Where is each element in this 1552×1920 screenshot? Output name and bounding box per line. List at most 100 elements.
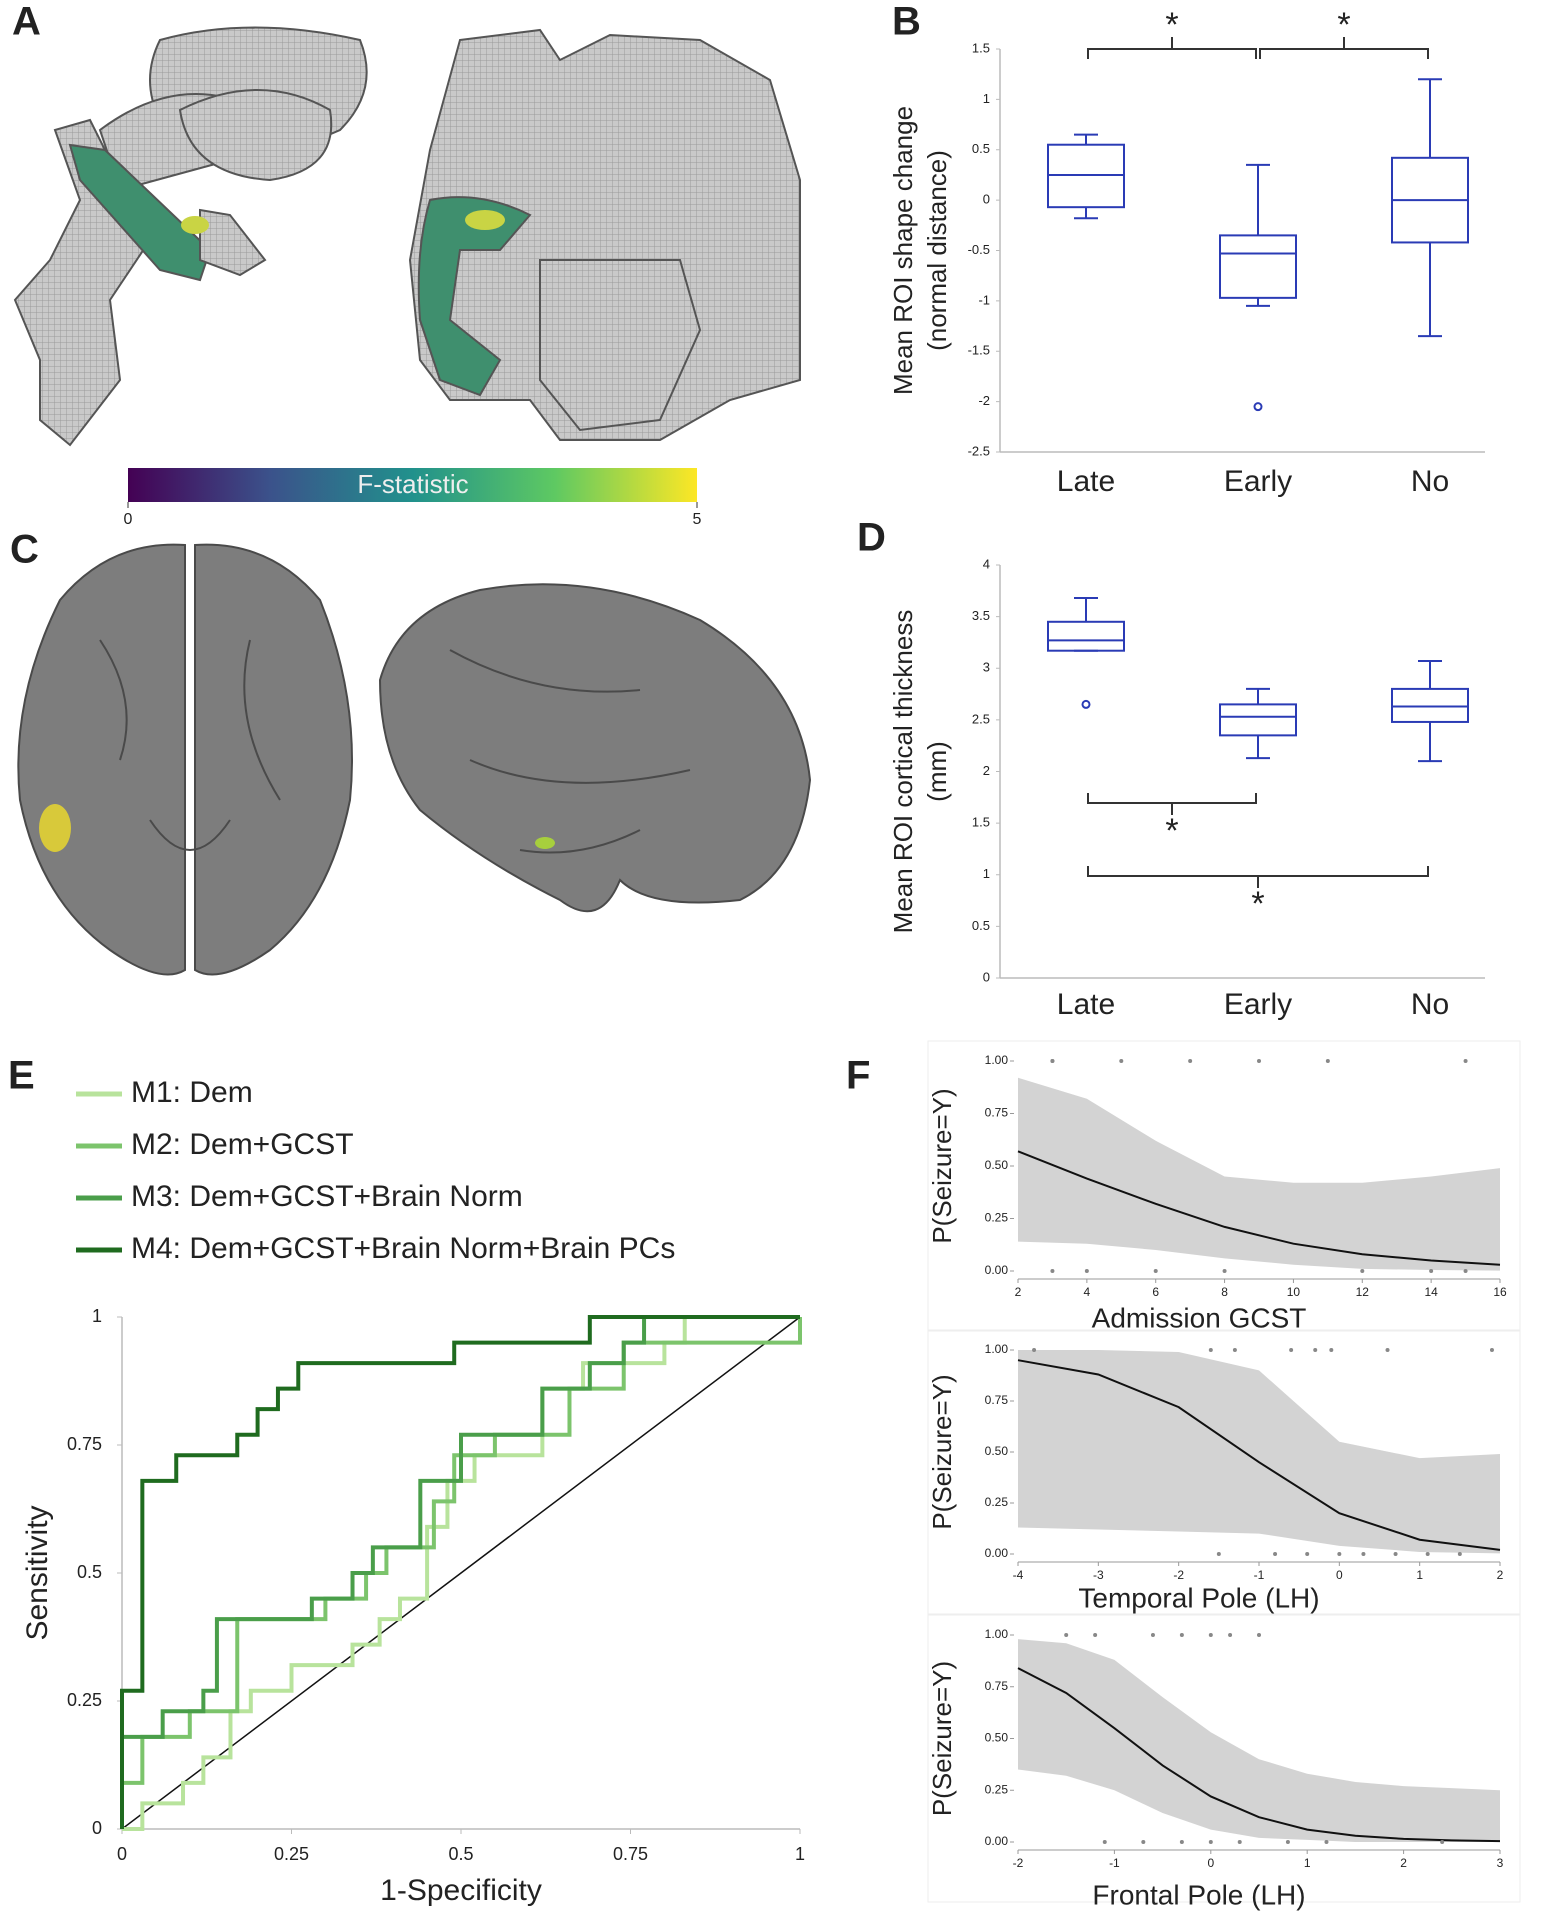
y-tick-label: 0.75 xyxy=(985,1106,1009,1120)
panel-letter: C xyxy=(10,528,39,572)
y-tick-label: 1 xyxy=(92,1306,102,1326)
x-tick-label: 3 xyxy=(1497,1856,1504,1870)
y-tick-label: 1.5 xyxy=(972,815,990,830)
fit-curve xyxy=(1017,1359,1501,1551)
y-tick-label: 0.25 xyxy=(985,1495,1009,1509)
significance-label: * xyxy=(1165,6,1178,44)
x-tick-label: 6 xyxy=(1152,1285,1159,1299)
x-tick-label: 0 xyxy=(117,1844,127,1864)
x-tick-label: 2 xyxy=(1015,1285,1022,1299)
observation xyxy=(1216,1552,1221,1556)
observation xyxy=(1429,1269,1434,1273)
roc-curve xyxy=(120,1315,800,1829)
x-tick-label: 14 xyxy=(1424,1285,1438,1299)
panel-letter: B xyxy=(892,0,921,44)
x-tick-label: 16 xyxy=(1493,1285,1507,1299)
x-tick-label: 0 xyxy=(1336,1568,1343,1582)
panel-frame xyxy=(927,1040,1521,1332)
observation xyxy=(1385,1348,1390,1352)
outlier xyxy=(1253,402,1263,412)
box xyxy=(1047,620,1125,652)
y-tick-label: 0.50 xyxy=(985,1444,1009,1458)
observation xyxy=(1064,1633,1069,1637)
x-tick-label: -1 xyxy=(1109,1856,1120,1870)
observation xyxy=(1102,1840,1107,1844)
observation xyxy=(1141,1840,1146,1844)
x-tick-label: -4 xyxy=(1013,1568,1024,1582)
y-tick-label: 0.25 xyxy=(985,1782,1009,1796)
observation xyxy=(1457,1552,1462,1556)
x-tick-label: Early xyxy=(1224,988,1292,1021)
y-tick-label: 0.50 xyxy=(985,1158,1009,1172)
roi-highlight xyxy=(39,804,71,852)
colorbar-tick-label: 5 xyxy=(693,511,702,528)
observation xyxy=(1179,1633,1184,1637)
x-tick-label: -2 xyxy=(1173,1568,1184,1582)
roi-highlight xyxy=(535,837,555,849)
y-axis-label: (mm) xyxy=(922,741,952,802)
x-tick-label: Late xyxy=(1057,465,1115,498)
box xyxy=(1047,143,1125,209)
significance-label: * xyxy=(1165,812,1178,850)
x-axis-label: Admission GCST xyxy=(1092,1302,1307,1333)
reference-diagonal xyxy=(121,1316,801,1830)
y-tick-label: 1 xyxy=(983,866,990,881)
observation xyxy=(1032,1348,1037,1352)
observation xyxy=(1228,1633,1233,1637)
x-tick-label: Early xyxy=(1224,465,1292,498)
panel-frame xyxy=(927,1614,1521,1903)
observation xyxy=(1050,1059,1055,1063)
colorbar xyxy=(128,468,697,502)
x-tick-label: 2 xyxy=(1400,1856,1407,1870)
x-axis-label: 1-Specificity xyxy=(380,1874,542,1907)
y-tick-label: 0.00 xyxy=(985,1263,1009,1277)
significance-bracket xyxy=(1259,37,1429,59)
observation xyxy=(1463,1269,1468,1273)
colorbar-label: F-statistic xyxy=(357,469,468,499)
observation xyxy=(1093,1633,1098,1637)
observation xyxy=(1179,1840,1184,1844)
x-tick-label: 1 xyxy=(795,1844,805,1864)
x-tick-label: 2 xyxy=(1497,1568,1504,1582)
observation xyxy=(1305,1552,1310,1556)
observation xyxy=(1425,1552,1430,1556)
observation xyxy=(1324,1840,1329,1844)
panel-letter: F xyxy=(846,1054,870,1098)
observation xyxy=(1325,1059,1330,1063)
observation xyxy=(1050,1269,1055,1273)
observation xyxy=(1463,1059,1468,1063)
observation xyxy=(1329,1348,1334,1352)
y-tick-label: -1.5 xyxy=(968,343,990,358)
y-tick-label: 3.5 xyxy=(972,608,990,623)
y-axis-label: (normal distance) xyxy=(922,150,952,351)
y-tick-label: 1.00 xyxy=(985,1627,1009,1641)
observation xyxy=(1257,1633,1261,1637)
x-axis-label: Frontal Pole (LH) xyxy=(1092,1879,1305,1910)
x-tick-label: Late xyxy=(1057,988,1115,1021)
legend-label: M3: Dem+GCST+Brain Norm xyxy=(131,1180,523,1213)
y-axis-label: Mean ROI cortical thickness xyxy=(888,610,918,934)
box xyxy=(1219,234,1297,299)
colorbar-tick-label: 0 xyxy=(124,511,133,528)
y-tick-label: 1.00 xyxy=(985,1053,1009,1067)
x-tick-label: 12 xyxy=(1356,1285,1370,1299)
observation xyxy=(1313,1348,1318,1352)
x-tick-label: 8 xyxy=(1221,1285,1228,1299)
significance-label: * xyxy=(1251,885,1264,923)
y-tick-label: 4 xyxy=(983,556,990,571)
observation xyxy=(1119,1059,1124,1063)
observation xyxy=(1188,1059,1193,1063)
x-axis-label: Temporal Pole (LH) xyxy=(1078,1582,1319,1613)
x-tick-label: 10 xyxy=(1287,1285,1301,1299)
y-tick-label: 1.00 xyxy=(985,1342,1009,1356)
significance-label: * xyxy=(1337,6,1350,44)
box xyxy=(1219,703,1297,737)
y-tick-label: 2.5 xyxy=(972,711,990,726)
y-tick-label: 0.75 xyxy=(985,1679,1009,1693)
x-tick-label: 0.75 xyxy=(613,1844,648,1864)
y-tick-label: 3 xyxy=(983,660,990,675)
y-tick-label: 1 xyxy=(983,91,990,106)
y-tick-label: 2 xyxy=(983,763,990,778)
